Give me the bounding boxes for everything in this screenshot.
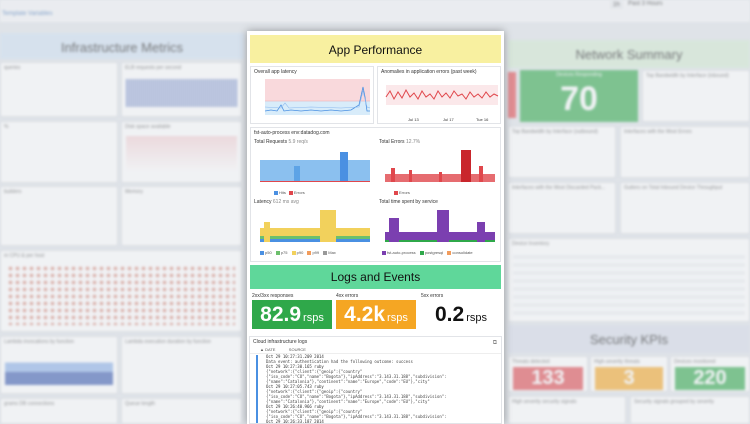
requests-title: Total Requests 5.9 req/s bbox=[254, 139, 308, 145]
widget: Top Bandwidth by Interface (inbound) bbox=[642, 70, 750, 122]
log-row[interactable]: Oct 29 10:27:05.743 ruby bbox=[266, 384, 324, 389]
log-row[interactable]: {"iso_code":"CO","name":"Bogota"},"ipAdd… bbox=[266, 374, 447, 379]
time-spent-legend: fst-auto-process postgresql consolidate bbox=[379, 250, 473, 255]
widget: builders bbox=[0, 186, 118, 246]
errors-title: Total Errors 12.7% bbox=[379, 139, 421, 145]
errors-chart bbox=[385, 150, 495, 182]
tick-label: Jul 13 bbox=[408, 117, 419, 122]
anomalies-widget[interactable]: Anomalies in application errors (past we… bbox=[377, 66, 501, 124]
widget: Interfaces with the Most Errors bbox=[620, 126, 750, 178]
widget: Interfaces with the Most Discarded Pack.… bbox=[508, 182, 616, 234]
log-row[interactable]: {"network":{"client":{"geoip":{"country" bbox=[266, 369, 363, 374]
tick-label: Jul 17 bbox=[443, 117, 454, 122]
kpi-label: 4xx errors bbox=[336, 293, 359, 299]
2xx-kpi[interactable]: 82.9 rsps bbox=[252, 300, 332, 329]
log-row[interactable]: {"name":"Catalonia"},"continent":"name":… bbox=[266, 379, 430, 384]
kpi-label: 2xx/3xx responses bbox=[252, 293, 294, 299]
infra-title: Infrastructure Metrics bbox=[60, 40, 184, 55]
widget: High severity security signals bbox=[508, 396, 626, 424]
log-row[interactable]: Oct 29 10:27:30.165 ruby bbox=[266, 364, 324, 369]
sec-title: Security KPIs bbox=[589, 332, 669, 347]
latency-breakdown-chart bbox=[260, 210, 370, 242]
widget: m CPU & per host bbox=[0, 250, 242, 332]
high-sev-widget: High-severity threats 3 bbox=[590, 356, 668, 392]
apm-group: fst-auto-process env:datadog.com Total R… bbox=[250, 127, 501, 262]
net-title: Network Summary bbox=[575, 47, 683, 62]
widget: Device Inventory bbox=[508, 238, 750, 322]
top-bar bbox=[0, 0, 750, 22]
log-row[interactable]: Oct 29 10:26:40.966 ruby bbox=[266, 404, 324, 409]
time-badge[interactable]: 1h bbox=[610, 1, 623, 9]
sec-header bbox=[508, 325, 750, 353]
widget: Top Bandwidth by Interface (outbound) bbox=[508, 126, 616, 178]
widget: ELB requests per second bbox=[121, 62, 242, 117]
anomalies-chart bbox=[385, 85, 499, 105]
widget-title: Overall app latency bbox=[254, 69, 297, 75]
app-performance-panel: App Performance Overall app latency Anom… bbox=[247, 31, 504, 424]
widget: Queue length bbox=[121, 398, 242, 424]
latency-chart bbox=[264, 79, 371, 115]
log-row[interactable]: {"iso_code":"CO","name":"Bogota"},"ipAdd… bbox=[266, 414, 447, 419]
expand-icon[interactable]: ⧉ bbox=[492, 339, 497, 346]
log-row[interactable]: Data event: authentication had the follo… bbox=[266, 359, 413, 364]
widget: Disk space available bbox=[121, 121, 242, 183]
threats-widget: Threats detected 133 bbox=[508, 356, 588, 392]
errors-legend: Errors bbox=[391, 190, 410, 195]
logs-header bbox=[250, 265, 501, 289]
log-row[interactable]: Oct 29 10:27:31.209 2014 bbox=[266, 354, 324, 359]
latency-legend: p50 p75 p90 p99 Max bbox=[257, 250, 336, 255]
logs-stream-title: Cloud infrastructure logs bbox=[253, 339, 308, 345]
log-row[interactable]: {"name":"Catalonia"},"continent":"name":… bbox=[266, 399, 430, 404]
log-row[interactable]: {"network":{"client":{"geoip":{"country" bbox=[266, 389, 363, 394]
widget: % bbox=[0, 121, 118, 183]
app-header bbox=[250, 35, 501, 63]
logs-title: Logs and Events bbox=[330, 270, 421, 284]
logs-table-header: ▲ DATE SOURCE bbox=[250, 347, 501, 354]
widget: grams DB connections bbox=[0, 398, 118, 424]
4xx-kpi[interactable]: 4.2k rsps bbox=[336, 300, 416, 329]
app-title: App Performance bbox=[328, 43, 423, 57]
devices-responding-widget: Devices Responding 70 bbox=[520, 70, 638, 122]
widget: Security signals grouped by severity bbox=[630, 396, 750, 424]
widget: Lambda invocations by function bbox=[0, 336, 118, 394]
host-title: fst-auto-process env:datadog.com bbox=[254, 130, 330, 136]
log-row[interactable]: {"network":{"client":{"geoip":{"country" bbox=[266, 409, 363, 414]
5xx-kpi[interactable]: 0.2 rsps bbox=[421, 300, 501, 329]
time-spent-chart bbox=[385, 210, 495, 242]
net-header bbox=[508, 40, 750, 68]
log-row[interactable]: {"iso_code":"CO","name":"Bogota"},"ipAdd… bbox=[266, 394, 447, 399]
time-spent-title: Total time spent by service bbox=[379, 199, 438, 205]
time-range[interactable]: Past 3 Hours bbox=[628, 1, 663, 7]
template-variables-link[interactable]: Template Variables bbox=[2, 11, 53, 17]
requests-legend: Hits Errors bbox=[271, 190, 305, 195]
tick-label: Tue 16 bbox=[476, 117, 489, 122]
kpi-label: 5xx errors bbox=[421, 293, 444, 299]
widget: Memory bbox=[121, 186, 242, 246]
widget-title: Anomalies in application errors (past we… bbox=[381, 69, 477, 75]
devices-monitored-widget: Devices monitored 220 bbox=[670, 356, 750, 392]
infra-header bbox=[0, 33, 244, 59]
widget: Gutters on Total Inbound Device Throughp… bbox=[620, 182, 750, 234]
latency-widget[interactable]: Overall app latency bbox=[250, 66, 374, 124]
widget: Lambda execution duration by function bbox=[121, 336, 242, 394]
widget: queries bbox=[0, 62, 118, 117]
requests-chart bbox=[260, 152, 370, 182]
log-row[interactable]: Oct 29 10:26:33.187 2014 bbox=[266, 419, 324, 424]
latency-title: Latency 612 ms avg bbox=[254, 199, 299, 205]
logs-stream-widget[interactable]: Cloud infrastructure logs ⧉ ▲ DATE SOURC… bbox=[249, 336, 502, 424]
